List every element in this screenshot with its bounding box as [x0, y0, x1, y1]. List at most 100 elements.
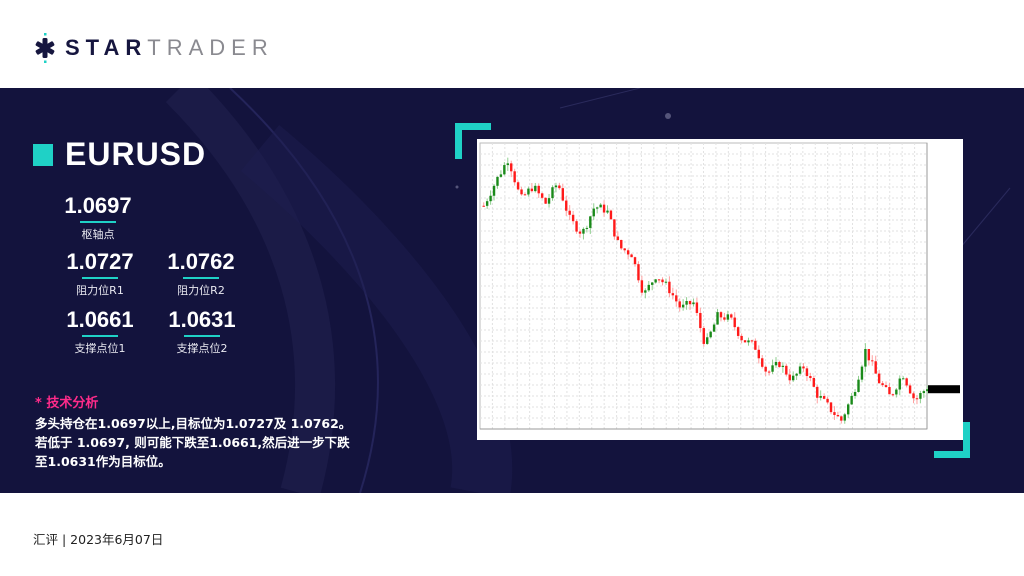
candle-body: [623, 248, 626, 251]
candle-body: [736, 327, 740, 336]
candle-body: [771, 365, 774, 372]
candle-body: [678, 301, 681, 308]
analysis-line: 多头持仓在1.0697以上,目标位为1.0727及 1.0762。: [35, 416, 352, 431]
analysis-line: 至1.0631作为目标位。: [35, 454, 171, 469]
candle-body: [884, 385, 888, 388]
candle-body: [485, 201, 489, 206]
price-chart: [477, 139, 963, 440]
candle-body: [767, 371, 771, 373]
candle-body: [915, 398, 919, 400]
candle-body: [788, 374, 791, 381]
r1-value: 1.0727: [66, 249, 134, 274]
candle-body: [554, 185, 558, 188]
candle-body: [616, 236, 620, 240]
candle-body: [791, 375, 795, 381]
candle-body: [606, 210, 609, 213]
candle-body: [530, 188, 534, 192]
candle-body: [671, 293, 675, 296]
candle-body: [857, 379, 860, 392]
candle-body: [589, 216, 592, 228]
analysis-line: 若低于 1.0697, 则可能下跌至1.0661,然后进一步下跌: [35, 435, 350, 450]
candle-body: [547, 198, 551, 204]
candle-body: [492, 185, 496, 196]
candle-body: [905, 378, 908, 386]
star-logo-icon: [35, 33, 55, 63]
s1-value: 1.0661: [66, 307, 134, 332]
candle-body: [644, 290, 647, 293]
candle-body: [620, 239, 623, 249]
candle-body: [774, 361, 778, 366]
candle-body: [568, 210, 571, 215]
current-price-marker: [928, 385, 960, 394]
candle-body: [633, 257, 637, 265]
candle-body: [919, 393, 922, 399]
candle-body: [761, 358, 764, 367]
candle-body: [726, 314, 730, 320]
candle-body: [668, 281, 671, 294]
candle-body: [685, 301, 688, 305]
level-underline: [183, 277, 219, 279]
candle-body: [699, 312, 702, 329]
candle-body: [613, 219, 616, 237]
candle-body: [836, 414, 840, 417]
candle-body: [802, 366, 805, 369]
candle-body: [843, 414, 846, 421]
analysis-title: * 技术分析: [35, 396, 99, 411]
plot-area: [479, 142, 928, 430]
candle-body: [891, 394, 895, 396]
s2-value: 1.0631: [168, 307, 236, 332]
candle-body: [654, 279, 657, 283]
candle-body: [908, 385, 912, 394]
r1-level: 1.0727 阻力位R1: [50, 250, 150, 298]
candle-body: [853, 391, 857, 396]
candle-body: [809, 376, 812, 379]
s1-label: 支撑点位1: [74, 342, 126, 355]
candle-body: [657, 279, 661, 281]
pivot-label: 枢轴点: [81, 228, 115, 241]
candle-body: [651, 282, 654, 285]
footer-text: 汇评 | 2023年6月07日: [33, 532, 164, 547]
r1-label: 阻力位R1: [76, 284, 124, 297]
instrument-title: EURUSD: [33, 136, 206, 173]
candlestick-chart: [479, 142, 960, 430]
candle-body: [709, 331, 712, 338]
candle-body: [637, 264, 640, 281]
candle-body: [826, 398, 829, 403]
candle-body: [582, 228, 585, 234]
candle-body: [867, 348, 871, 361]
candle-body: [506, 163, 509, 166]
candle-body: [864, 348, 867, 367]
candle-body: [537, 185, 540, 194]
candle-body: [609, 210, 613, 220]
candle-body: [764, 366, 767, 372]
candle-body: [558, 185, 561, 189]
candle-body: [664, 281, 668, 283]
bracket-top-left: [455, 123, 491, 130]
candle-body: [733, 317, 736, 328]
candle-body: [544, 197, 547, 204]
candle-body: [578, 231, 582, 234]
candle-body: [510, 163, 513, 172]
candle-body: [706, 337, 709, 344]
candle-body: [630, 254, 633, 258]
candle-body: [527, 188, 530, 195]
candle-body: [626, 250, 630, 255]
candle-body: [740, 335, 743, 341]
candle-body: [640, 280, 644, 293]
candle-body: [565, 200, 568, 211]
candle-body: [482, 205, 485, 207]
candle-body: [681, 304, 685, 308]
level-underline: [80, 221, 116, 223]
candle-body: [702, 328, 705, 344]
candle-body: [520, 189, 523, 195]
pivot-level: 1.0697 枢轴点: [48, 194, 148, 242]
candle-body: [661, 279, 664, 283]
candle-body: [688, 301, 692, 305]
candle-body: [922, 391, 926, 394]
candle-body: [602, 204, 606, 213]
logo-text-trader: TRADER: [147, 35, 274, 60]
candle-body: [895, 389, 898, 395]
candle-body: [503, 165, 506, 175]
candle-body: [805, 368, 809, 377]
candle-body: [846, 404, 850, 415]
